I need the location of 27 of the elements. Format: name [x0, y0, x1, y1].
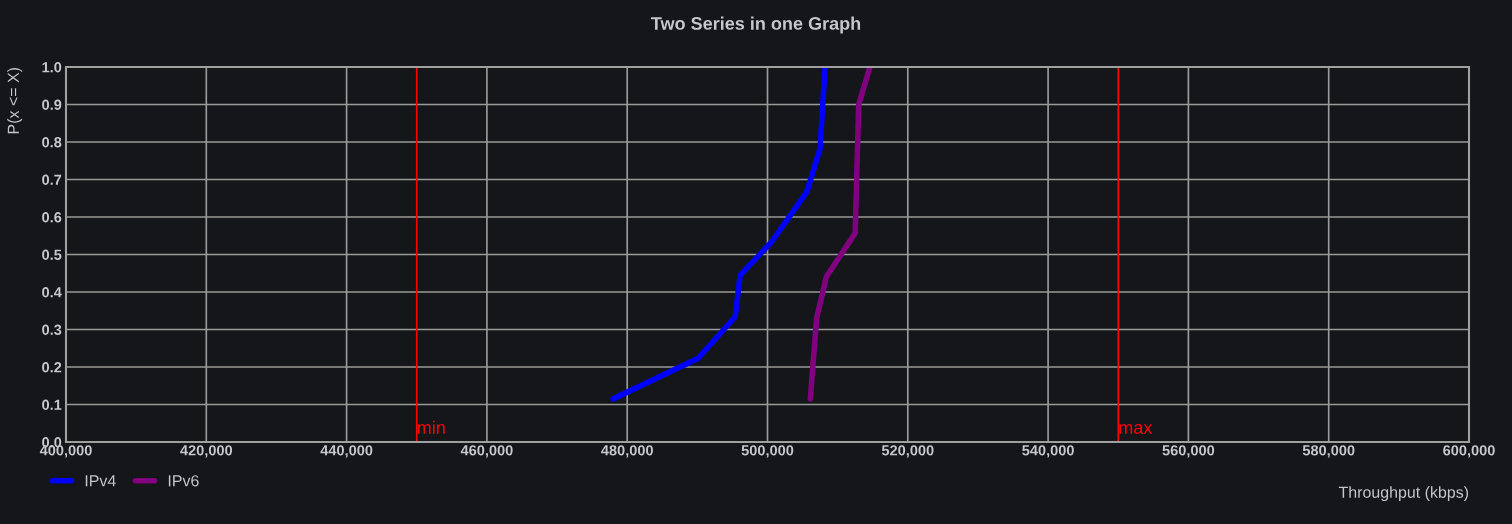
chart-title: Two Series in one Graph — [651, 16, 861, 34]
x-axis-title: Throughput (kbps) — [1338, 486, 1469, 502]
legend-label: IPv4 — [85, 475, 116, 487]
x-tick-label: 460,000 — [460, 445, 513, 458]
y-tick-label: 0.1 — [42, 399, 62, 410]
y-tick-label: 0.8 — [42, 137, 62, 148]
x-tick-label: 560,000 — [1162, 445, 1215, 458]
x-tick-label: 600,000 — [1443, 445, 1495, 458]
y-tick-label: 0.6 — [42, 212, 62, 223]
y-tick-label: 0.4 — [42, 287, 62, 298]
y-tick-label: 0.2 — [42, 362, 62, 373]
x-tick-label: 420,000 — [180, 445, 233, 458]
ref-line-label: min — [417, 420, 445, 434]
y-tick-label: 0.7 — [42, 174, 62, 185]
y-axis-title: P(x <= X) — [7, 67, 23, 134]
legend-label: IPv6 — [168, 475, 199, 487]
x-tick-label: 500,000 — [741, 445, 794, 458]
x-tick-label: 480,000 — [601, 445, 653, 458]
x-tick-label: 440,000 — [320, 445, 373, 458]
ref-line-label: max — [1119, 424, 1153, 434]
x-tick-label: 540,000 — [1022, 445, 1074, 458]
y-tick-label: 0.5 — [42, 249, 62, 260]
y-tick-label: 0.9 — [42, 99, 62, 110]
x-tick-label: 580,000 — [1302, 445, 1355, 458]
x-tick-label: 520,000 — [881, 445, 934, 458]
y-tick-label: 1.0 — [42, 62, 62, 73]
y-tick-label: 0.3 — [42, 324, 62, 335]
